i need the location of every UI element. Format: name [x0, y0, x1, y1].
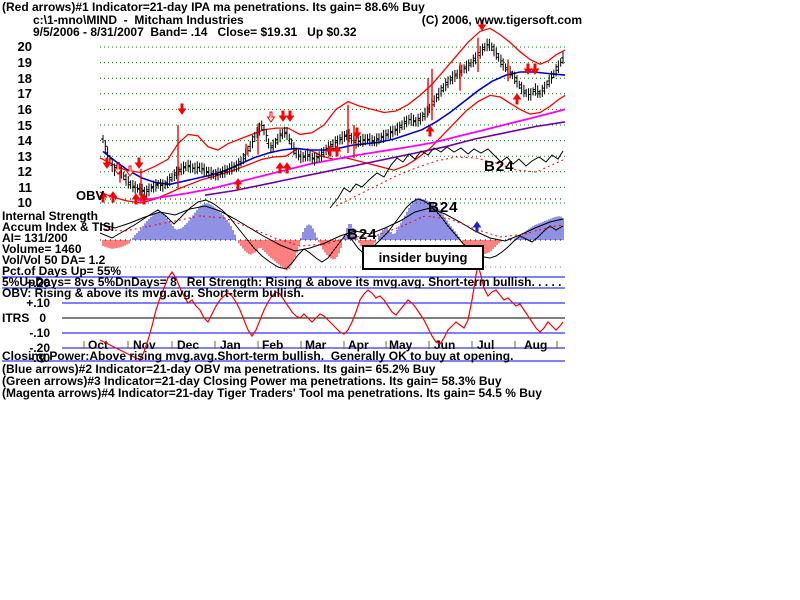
red-up-arrow	[282, 162, 292, 174]
date-range-close-line: 9/5/2006 - 8/31/2007 Band= .14 Close= $1…	[33, 25, 357, 39]
price-label-19: 19	[17, 55, 32, 70]
stat-updays-relstrength: 5%UpDays= 8vs 5%DnDays= 8 Rel Strength: …	[2, 275, 562, 289]
price-label-13: 13	[17, 149, 32, 164]
stat-pct-days-up: Pct.of Days Up= 55%	[2, 264, 122, 278]
closing-power-line	[329, 146, 564, 209]
red-down-arrow	[278, 110, 288, 122]
magenta-tigertool-line	[137, 108, 566, 202]
itrs-minus10-label: -.10	[29, 326, 50, 340]
closing-power-ma-dotted	[335, 156, 564, 207]
price-label-16: 16	[17, 102, 32, 117]
price-label-18: 18	[17, 71, 32, 86]
red-up-arrow	[425, 125, 435, 137]
stat-accum-index: Accum Index & TISI	[2, 220, 115, 234]
red-down-arrow	[134, 157, 144, 169]
month-label: May	[389, 338, 413, 352]
closing-power-status-line: Closing Power:Above rising mvg.avg.Short…	[2, 349, 514, 363]
red-down-arrow-hollow	[125, 165, 135, 177]
stat-ai: AI= 131/200	[2, 231, 68, 245]
file-and-company-title: c:\1-mno\MIND - Mitcham Industries	[33, 13, 244, 27]
red-arrows-indicator-line: (Red arrows)#1 Indicator=21-day IPA ma p…	[2, 0, 425, 14]
copyright-label: (C) 2006, www.tigersoft.com	[421, 13, 582, 27]
stat-internal-strength: Internal Strength	[2, 209, 99, 223]
price-label-14: 14	[17, 133, 32, 148]
red-down-arrow	[530, 63, 540, 75]
blue-up-arrow	[472, 221, 482, 233]
itrs-plus10-label: +.10	[26, 296, 50, 310]
itrs-minus30-label: -.30	[29, 351, 50, 365]
red-down-arrow	[352, 127, 362, 139]
upper-band-line	[99, 27, 566, 174]
red-up-arrow	[233, 178, 243, 190]
red-down-arrow	[177, 103, 187, 115]
price-label-12: 12	[17, 164, 32, 179]
month-label: Dec	[177, 338, 199, 352]
month-label: Nov	[133, 338, 156, 352]
accum-ma-dotted	[99, 215, 564, 247]
red-up-arrow	[108, 191, 118, 203]
magenta-arrows-indicator-line: (Magenta arrows)#4 Indicator=21-day Tige…	[2, 386, 542, 400]
stat-volume: Volume= 1460	[2, 242, 82, 256]
b24-annotation-3: B24	[484, 158, 515, 175]
price-label-20: 20	[17, 39, 32, 54]
b24-annotation-2: B24	[428, 199, 459, 216]
month-label: Apr	[348, 338, 369, 352]
blue-arrows-indicator-line: (Blue arrows)#2 Indicator=21-day OBV ma …	[2, 362, 436, 376]
month-label: Mar	[305, 338, 327, 352]
itrs-relative-strength-line	[99, 264, 564, 361]
red-down-arrow	[523, 63, 533, 75]
b24-annotation-1: B24	[347, 226, 378, 243]
obv-chart-label: OBV	[76, 188, 105, 203]
itrs-plus20-label: +.20	[26, 276, 50, 290]
price-label-15: 15	[17, 118, 32, 133]
red-down-arrow	[102, 157, 112, 169]
accum-bars-positive	[132, 198, 564, 240]
month-label: Jul	[477, 338, 494, 352]
purple-ma-line	[204, 121, 566, 196]
tisi-line	[99, 205, 564, 252]
red-down-arrow-hollow	[113, 163, 123, 175]
price-label-17: 17	[17, 86, 32, 101]
red-up-arrow	[131, 193, 141, 205]
obv-line	[99, 198, 564, 270]
itrs-zero-label: 0	[39, 311, 46, 325]
red-up-arrow	[325, 145, 335, 157]
red-up-arrow	[512, 93, 522, 105]
red-up-arrow	[98, 191, 108, 203]
month-label: Aug	[524, 338, 547, 352]
insider-buying-callout: insider buying	[362, 245, 484, 270]
red-up-arrow	[139, 193, 149, 205]
stat-vol-ratio: Vol/Vol 50 DA= 1.2	[2, 253, 106, 267]
red-up-arrow	[332, 145, 342, 157]
red-down-arrow-hollow	[266, 111, 276, 123]
month-label: Jan	[220, 338, 241, 352]
red-down-arrow	[285, 110, 295, 122]
stat-obv-status: OBV: Rising & above its mvg.avg. Short-t…	[2, 286, 305, 300]
price-label-11: 11	[18, 180, 32, 195]
price-label-10: 10	[17, 195, 32, 210]
green-arrows-indicator-line: (Green arrows)#3 Indicator=21-day Closin…	[2, 374, 502, 388]
itrs-minus20-label: -.20	[29, 341, 50, 355]
month-label: Feb	[262, 338, 283, 352]
itrs-name-label: ITRS	[2, 311, 30, 325]
red-down-arrow	[477, 19, 487, 31]
month-label: Jun	[434, 338, 455, 352]
